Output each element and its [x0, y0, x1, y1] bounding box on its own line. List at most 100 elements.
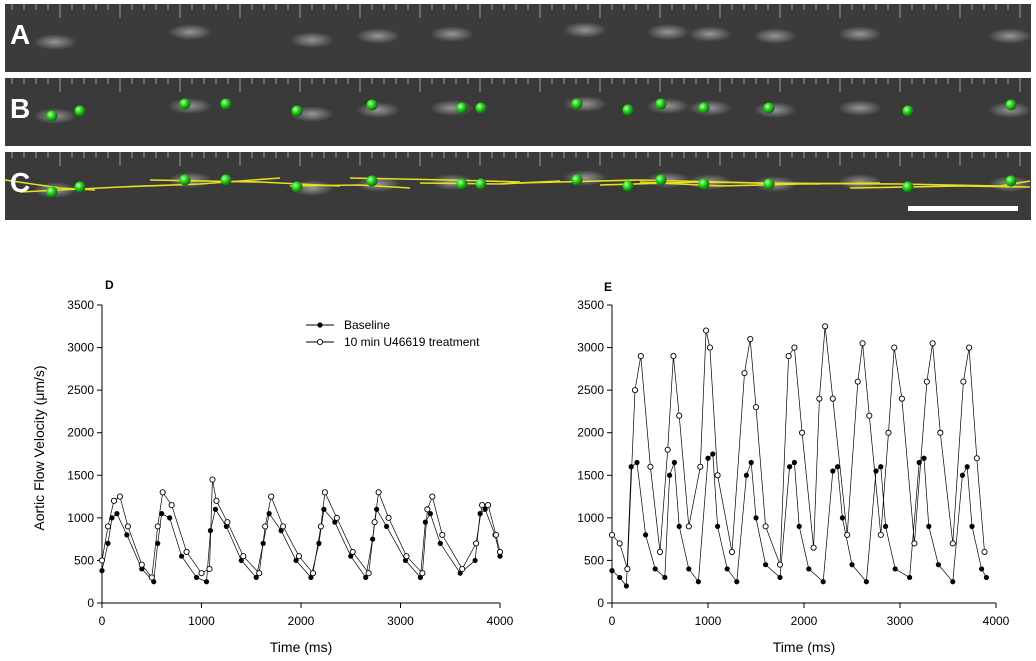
data-point-treatment: [496, 548, 504, 555]
data-point-treatment: [966, 344, 973, 351]
data-point-treatment: [309, 570, 316, 577]
data-point-treatment: [854, 378, 861, 385]
data-point-baseline: [114, 510, 120, 517]
bead: [698, 178, 710, 190]
data-point-treatment: [810, 544, 817, 551]
data-point-baseline: [671, 459, 678, 466]
data-point-treatment: [785, 353, 792, 360]
data-point-treatment: [799, 429, 806, 436]
data-point-treatment: [375, 489, 382, 496]
y-tick-label: 500: [74, 553, 94, 567]
data-point-treatment: [923, 378, 930, 385]
data-point-treatment: [866, 412, 873, 419]
data-point-baseline: [705, 455, 711, 461]
data-point-baseline: [907, 574, 913, 581]
x-tick-label: 4000: [983, 614, 1010, 628]
data-point-treatment: [960, 378, 967, 385]
data-point-baseline: [497, 553, 503, 559]
data-point-treatment: [403, 553, 410, 560]
data-point-baseline: [477, 510, 483, 517]
data-point-treatment: [670, 353, 677, 360]
data-point-treatment: [616, 540, 623, 547]
x-tick-label: 1000: [188, 614, 215, 628]
data-point-treatment: [262, 523, 269, 530]
y-tick-label: 3000: [67, 341, 94, 355]
cell-glow: [430, 174, 474, 190]
data-point-treatment: [911, 540, 918, 547]
data-point-treatment: [776, 561, 784, 568]
bead: [571, 174, 583, 186]
data-point-treatment: [706, 344, 713, 351]
data-point-treatment: [898, 395, 905, 402]
data-point-baseline: [316, 540, 322, 547]
legend-d: Baseline 10 min U46619 treatment: [306, 318, 480, 349]
data-point-treatment: [333, 514, 340, 521]
chart-d: D 0 500 1000 1500 2000 2500 3000 3500 0 1000 2000 3…: [31, 278, 514, 655]
ruler-ticks-a: [11, 4, 1021, 18]
data-point-treatment: [154, 523, 161, 530]
data-point-treatment: [937, 429, 944, 436]
chart-label-d: D: [105, 278, 114, 292]
legend-marker-treatment: [316, 338, 324, 346]
cell-glow: [988, 28, 1032, 44]
data-point-baseline: [734, 579, 740, 585]
data-point-baseline: [695, 579, 702, 585]
y-tick-label: 2000: [577, 426, 604, 440]
data-point-treatment: [424, 506, 431, 513]
data-point-baseline: [791, 459, 798, 466]
data-point-baseline: [753, 515, 759, 521]
data-point-treatment: [949, 540, 956, 547]
data-point-baseline: [796, 523, 802, 529]
data-point-baseline: [724, 566, 730, 572]
data-point-baseline: [921, 455, 927, 461]
data-point-treatment: [349, 548, 356, 555]
data-point-treatment: [98, 557, 106, 564]
data-point-treatment: [829, 395, 836, 402]
y-tick-label: 1500: [577, 468, 604, 482]
data-point-baseline: [652, 566, 658, 572]
data-point-baseline: [777, 574, 783, 581]
bead: [475, 178, 487, 190]
data-point-baseline: [321, 506, 327, 512]
chart-e: E 0 500 1000 1500 2000 2500 3000 3500 0 1000 2000 3…: [577, 280, 1009, 655]
cell-glows-a: [33, 22, 1032, 50]
data-point-baseline: [155, 540, 161, 547]
bead: [220, 174, 232, 186]
data-point-baseline: [926, 523, 932, 529]
data-point-treatment: [124, 523, 131, 530]
bead: [571, 98, 583, 110]
data-point-baseline: [964, 464, 970, 470]
cell-glow: [753, 28, 797, 44]
bead: [291, 181, 303, 193]
data-point-treatment: [485, 502, 492, 509]
data-point-treatment: [116, 493, 123, 500]
bead: [763, 102, 775, 114]
cell-glow: [688, 100, 732, 116]
cell-glow: [838, 100, 882, 116]
scale-bar: [908, 206, 1018, 211]
data-point-baseline: [950, 579, 956, 585]
cell-glow: [838, 26, 882, 42]
data-point-baseline: [686, 566, 692, 572]
data-point-baseline: [979, 566, 985, 572]
data-point-treatment: [624, 565, 631, 572]
data-point-treatment: [703, 327, 710, 334]
cell-glow: [563, 170, 607, 186]
y-tick-label: 1000: [577, 511, 604, 525]
bead: [179, 98, 191, 110]
data-point-baseline: [427, 510, 433, 517]
cell-glow: [688, 26, 732, 42]
data-point-treatment: [877, 531, 884, 538]
trajectory-line: [349, 177, 521, 183]
y-tick-label: 1500: [67, 468, 94, 482]
x-tick-label: 0: [99, 614, 106, 628]
data-point-baseline: [863, 579, 870, 585]
data-point-treatment: [752, 404, 760, 411]
data-point-treatment: [371, 519, 378, 526]
cell-glow: [646, 98, 690, 114]
data-point-baseline: [253, 574, 259, 581]
bead: [655, 174, 667, 186]
data-point-baseline: [676, 523, 682, 529]
data-point-treatment: [110, 497, 117, 504]
data-point-baseline: [710, 451, 716, 457]
